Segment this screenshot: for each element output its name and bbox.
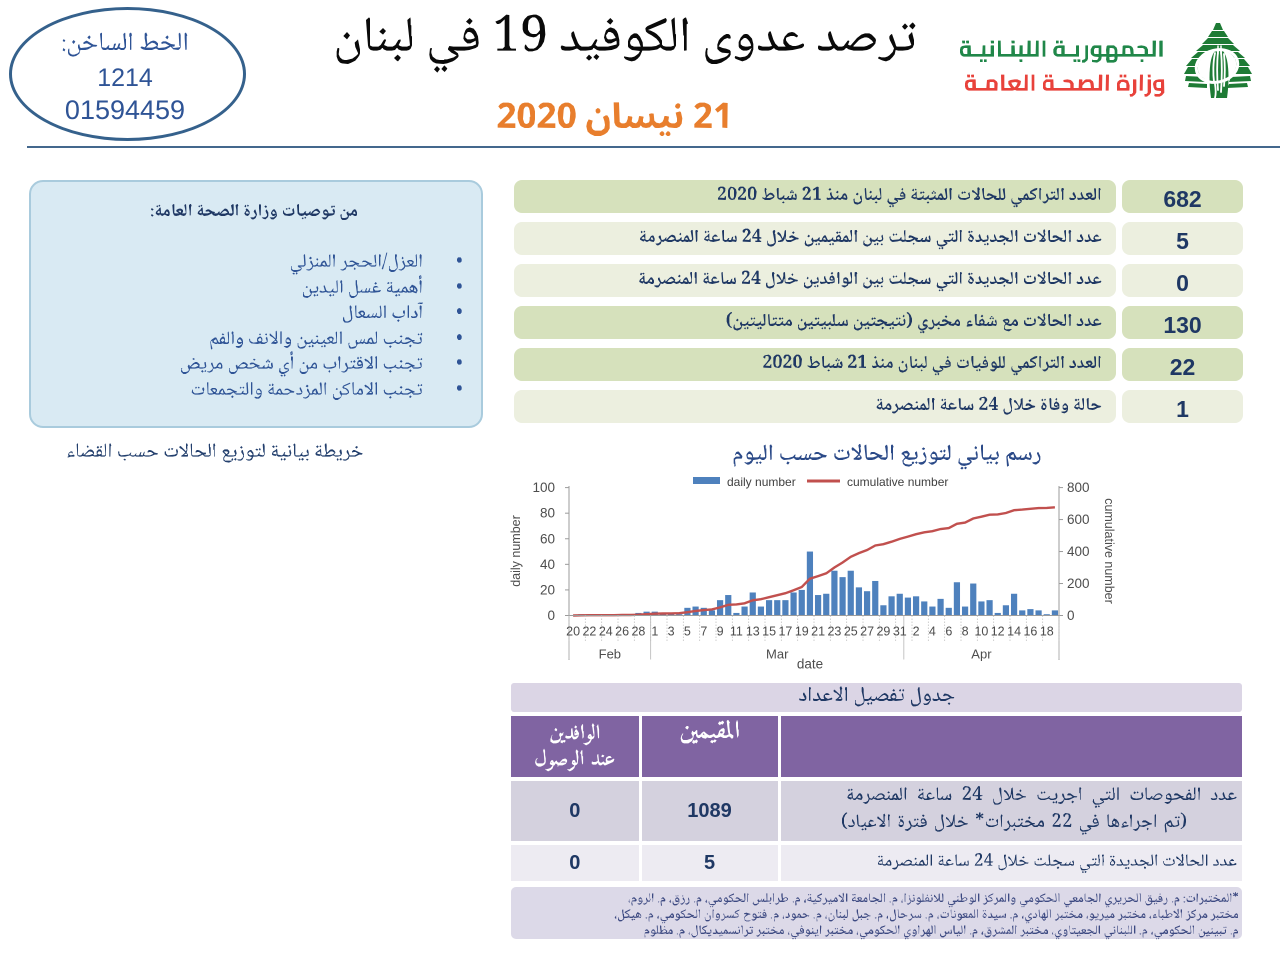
svg-text:23: 23 (827, 625, 841, 639)
svg-text:22: 22 (582, 625, 596, 639)
svg-text:Feb: Feb (599, 647, 621, 662)
svg-text:600: 600 (1067, 512, 1090, 527)
svg-text:7: 7 (700, 625, 707, 639)
svg-text:daily number: daily number (509, 515, 523, 587)
svg-text:date: date (797, 657, 823, 672)
svg-text:29: 29 (876, 625, 890, 639)
svg-text:31: 31 (893, 625, 907, 639)
svg-text:Mar: Mar (766, 647, 789, 662)
svg-text:21: 21 (811, 625, 825, 639)
svg-text:14: 14 (1007, 625, 1021, 639)
svg-text:400: 400 (1067, 544, 1090, 559)
svg-text:800: 800 (1067, 480, 1090, 495)
svg-text:100: 100 (532, 480, 555, 495)
svg-text:0: 0 (1067, 608, 1075, 623)
svg-text:9: 9 (717, 625, 724, 639)
svg-text:28: 28 (631, 625, 645, 639)
svg-text:24: 24 (599, 625, 613, 639)
svg-text:16: 16 (1023, 625, 1037, 639)
svg-text:6: 6 (945, 625, 952, 639)
svg-text:40: 40 (540, 557, 555, 572)
svg-text:10: 10 (974, 625, 988, 639)
svg-text:20: 20 (566, 625, 580, 639)
svg-text:cumulative number: cumulative number (847, 475, 948, 489)
svg-text:daily number: daily number (727, 475, 796, 489)
svg-text:1: 1 (651, 625, 658, 639)
svg-text:0: 0 (547, 608, 555, 623)
svg-text:3: 3 (668, 625, 675, 639)
svg-text:20: 20 (540, 582, 555, 597)
svg-text:5: 5 (684, 625, 691, 639)
svg-text:17: 17 (778, 625, 792, 639)
svg-text:2: 2 (913, 625, 920, 639)
svg-text:cumulative number: cumulative number (1102, 498, 1116, 604)
svg-text:25: 25 (844, 625, 858, 639)
svg-text:13: 13 (746, 625, 760, 639)
svg-text:60: 60 (540, 531, 555, 546)
svg-text:15: 15 (762, 625, 776, 639)
svg-text:12: 12 (991, 625, 1005, 639)
svg-text:200: 200 (1067, 576, 1090, 591)
svg-text:26: 26 (615, 625, 629, 639)
svg-text:8: 8 (962, 625, 969, 639)
svg-text:11: 11 (730, 625, 743, 639)
svg-text:4: 4 (929, 625, 936, 639)
svg-text:Apr: Apr (971, 647, 992, 662)
svg-text:18: 18 (1040, 625, 1054, 639)
svg-text:27: 27 (860, 625, 874, 639)
svg-text:80: 80 (540, 506, 555, 521)
svg-text:19: 19 (795, 625, 809, 639)
